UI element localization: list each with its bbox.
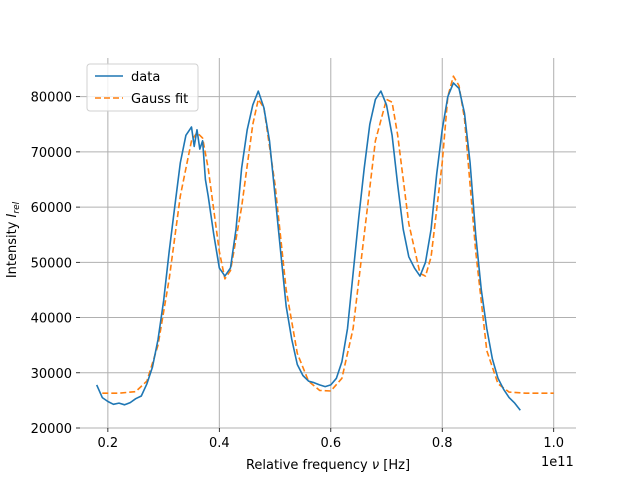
x-tick-label: 0.6 <box>320 436 341 451</box>
x-tick-label: 0.8 <box>432 436 453 451</box>
legend: data Gauss fit <box>86 63 199 112</box>
y-axis-label-main: Intensity <box>5 217 20 278</box>
x-axis-ticks: 0.2 0.4 0.6 0.8 1.0 <box>98 428 564 451</box>
x-tick-label: 0.2 <box>98 436 119 451</box>
y-axis-label-subscript: rel <box>12 201 22 213</box>
x-axis-label-unit: [Hz] <box>379 458 410 473</box>
x-axis-label-main: Relative frequency <box>246 458 372 473</box>
grid <box>80 58 576 429</box>
x-tick-label: 1.0 <box>543 436 564 451</box>
y-tick-label: 70000 <box>31 146 72 161</box>
x-axis-label-symbol: ν <box>372 458 379 473</box>
x-tick-label: 0.4 <box>209 436 230 451</box>
series-layer <box>95 75 554 411</box>
series-line-data <box>95 82 521 411</box>
y-tick-label: 80000 <box>31 91 72 106</box>
legend-label-gauss-fit: Gauss fit <box>131 92 188 107</box>
y-tick-label: 30000 <box>31 367 72 382</box>
y-axis-ticks: 20000 30000 40000 50000 60000 70000 80000 <box>31 91 80 437</box>
y-axis-label-symbol: I <box>5 213 20 217</box>
x-offset-label: 1e11 <box>541 455 574 470</box>
y-tick-label: 50000 <box>31 256 72 271</box>
y-tick-label: 40000 <box>31 312 72 327</box>
y-tick-label: 20000 <box>31 422 72 437</box>
x-axis-label: Relative frequency ν [Hz] <box>246 458 410 473</box>
y-tick-label: 60000 <box>31 201 72 216</box>
y-axis-label: Intensity Irel <box>5 201 22 278</box>
legend-label-data: data <box>131 70 160 85</box>
series-line-gauss-fit <box>102 75 554 395</box>
